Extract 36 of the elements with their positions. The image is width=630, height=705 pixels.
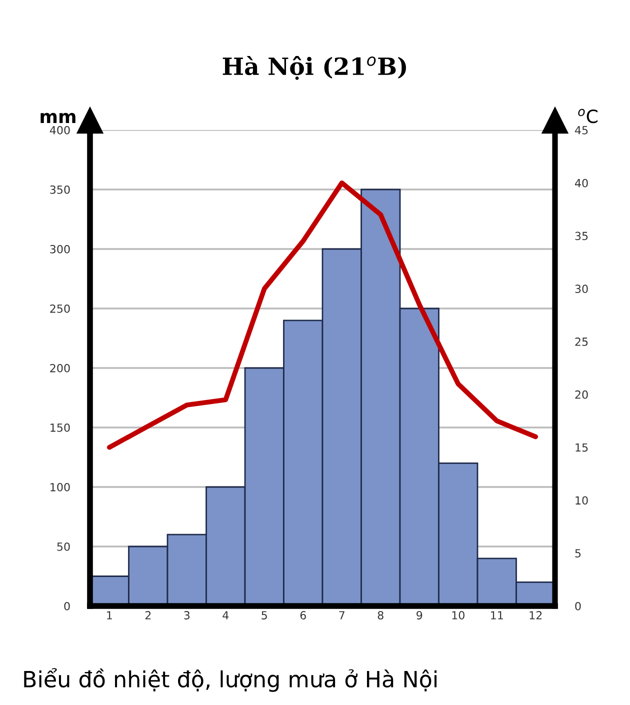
y2-tick-label: 0 — [575, 602, 581, 610]
x-tick-label: 10 — [452, 611, 464, 620]
x-tick-label: 5 — [262, 611, 267, 620]
y2-tick-label: 25 — [575, 338, 588, 346]
y2-tick-label: 5 — [575, 549, 581, 558]
y-tick-label: 150 — [50, 423, 70, 432]
y-tick-label: 400 — [50, 126, 70, 134]
x-tick-label: 4 — [222, 611, 229, 620]
x-tick-label: 7 — [339, 611, 344, 620]
y2-tick-label: 20 — [575, 390, 588, 399]
y-tick-label: 50 — [57, 542, 70, 551]
y-tick-label: 0 — [64, 602, 70, 610]
x-tick-label: 12 — [530, 611, 542, 620]
y2-tick-label: 45 — [574, 126, 588, 134]
y2-axis-title: $^{o}$C — [578, 108, 598, 124]
chart-title: Hà Nội (21$^{o}$B) — [222, 56, 406, 80]
x-tick-label: 6 — [300, 611, 306, 620]
x-tick-label: 8 — [378, 611, 384, 620]
x-tick-label: 11 — [491, 611, 503, 620]
y-tick-label: 200 — [50, 364, 70, 372]
y2-tick-label: 10 — [576, 496, 588, 505]
x-tick-label: 3 — [184, 611, 190, 620]
y-tick-label: 100 — [50, 482, 70, 492]
x-tick-label: 1 — [107, 611, 112, 620]
x-tick-label: 9 — [416, 611, 422, 620]
x-tick-label: 2 — [145, 611, 151, 620]
y-axis-title: mm — [40, 112, 76, 123]
y-tick-label: 300 — [50, 244, 70, 254]
line-series — [106, 180, 538, 450]
y2-tick-label: 40 — [574, 178, 588, 188]
text: Biểu đồ nhiệt độ, lượng mưa ở Hà Nội — [24, 668, 437, 692]
y2-tick-label: 30 — [575, 284, 588, 294]
y-tick-label: 250 — [50, 304, 70, 313]
y2-tick-label: 15 — [576, 443, 588, 452]
y-tick-label: 350 — [50, 185, 70, 194]
y2-tick-label: 35 — [575, 232, 588, 240]
